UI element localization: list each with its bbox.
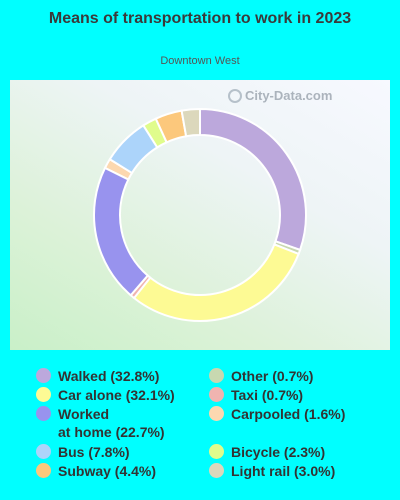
donut-slice-light-rail [180, 107, 201, 138]
donut-slice-car-alone [132, 243, 300, 322]
chart-title: Means of transportation to work in 2023 [48, 10, 352, 27]
watermark-text: City-Data.com [245, 88, 333, 103]
watermark: City-Data.com [228, 88, 332, 103]
chart-subtitle: Downtown West [160, 55, 240, 67]
city-data-logo-icon [228, 88, 242, 103]
donut-slice-worked-at-home [93, 166, 150, 297]
donut-slice-walked [199, 107, 307, 252]
